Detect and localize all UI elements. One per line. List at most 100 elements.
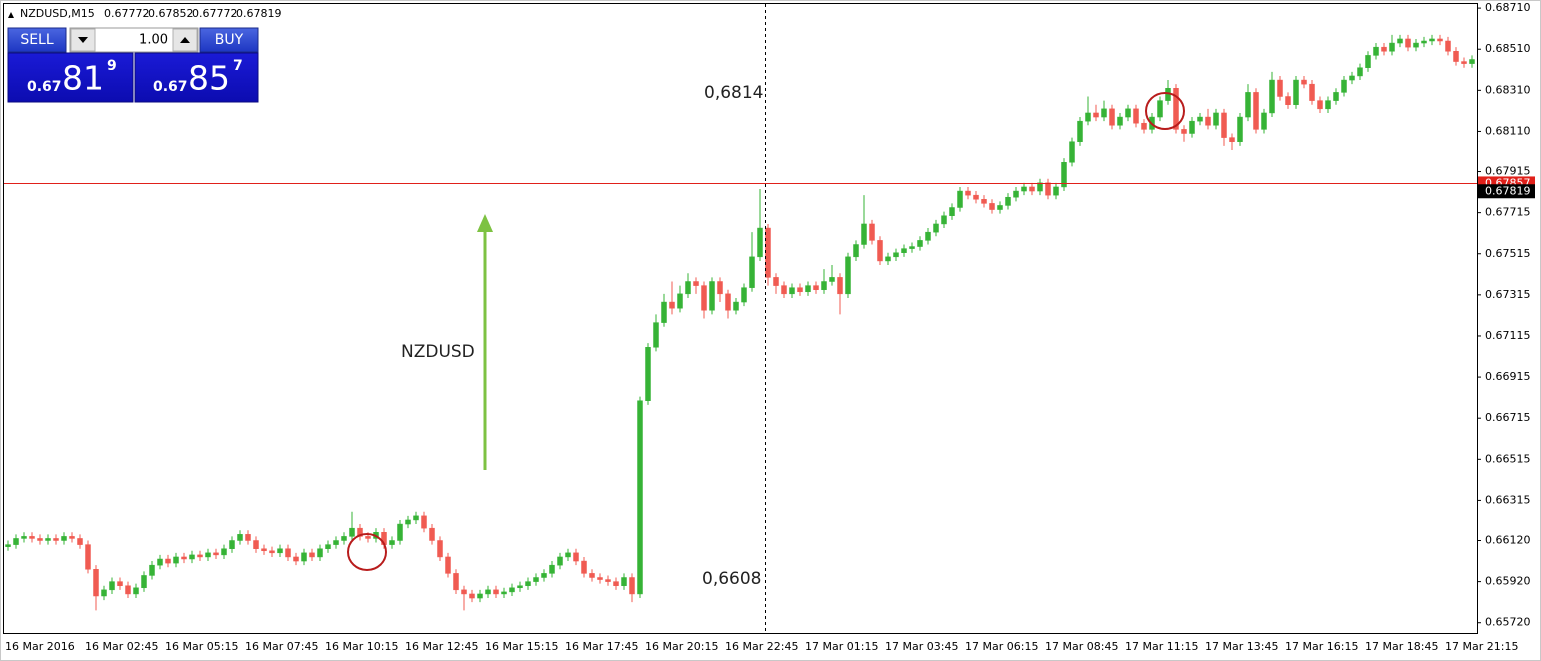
candle-body bbox=[885, 256, 891, 262]
x-tick-label: 16 Mar 17:45 bbox=[565, 640, 638, 653]
candle-body bbox=[597, 577, 603, 580]
candle-body bbox=[733, 301, 739, 311]
candle-body bbox=[989, 203, 995, 210]
y-tick-label: 0.68510 bbox=[1485, 42, 1531, 55]
candle-body bbox=[661, 301, 667, 323]
lot-decrease-icon[interactable] bbox=[78, 37, 88, 43]
candle-body bbox=[237, 534, 243, 541]
candle-body bbox=[1301, 79, 1307, 85]
candle-body bbox=[365, 536, 371, 539]
y-tick-label: 0.68310 bbox=[1485, 83, 1531, 96]
header-open: 0.67772 bbox=[104, 7, 150, 20]
candle-body bbox=[997, 205, 1003, 210]
candle-body bbox=[701, 285, 707, 311]
sell-button[interactable] bbox=[7, 27, 67, 53]
axes: 0.687100.685100.683100.681100.679150.677… bbox=[4, 1, 1535, 653]
candle-body bbox=[949, 207, 955, 216]
buy-price-box[interactable] bbox=[134, 52, 259, 103]
candle-body bbox=[845, 256, 851, 295]
candle-body bbox=[525, 581, 531, 586]
x-tick-label: 17 Mar 01:15 bbox=[805, 640, 878, 653]
candle-body bbox=[717, 281, 723, 295]
candle-body bbox=[1277, 79, 1283, 97]
sell-price-pips[interactable]: 81 bbox=[62, 59, 104, 98]
x-tick-label: 17 Mar 16:15 bbox=[1285, 640, 1358, 653]
buy-button[interactable] bbox=[199, 27, 259, 53]
sell-price-fraction[interactable]: 9 bbox=[107, 58, 117, 74]
candle-body bbox=[453, 573, 459, 591]
candle-body bbox=[501, 591, 507, 595]
candle-body bbox=[469, 593, 475, 599]
candle-body bbox=[901, 248, 907, 253]
candle-body bbox=[693, 281, 699, 286]
candle-body bbox=[821, 281, 827, 290]
y-tick-label: 0.67715 bbox=[1485, 206, 1531, 219]
candle-body bbox=[37, 538, 43, 541]
candle-body bbox=[1221, 112, 1227, 138]
sell-button-label[interactable]: SELL bbox=[20, 32, 54, 48]
candle-body bbox=[77, 538, 83, 545]
candle-body bbox=[117, 581, 123, 586]
resistance-label: 0,6814 bbox=[704, 83, 763, 103]
header-icon bbox=[8, 12, 14, 18]
candle-body bbox=[1045, 182, 1051, 196]
candle-body bbox=[213, 552, 219, 556]
candle-body bbox=[429, 527, 435, 541]
candle-body bbox=[493, 589, 499, 595]
candle-body bbox=[541, 573, 547, 578]
candle-body bbox=[45, 538, 51, 541]
candle-body bbox=[1437, 38, 1443, 42]
candle-body bbox=[1173, 88, 1179, 130]
candle-body bbox=[357, 527, 363, 537]
candle-body bbox=[933, 223, 939, 233]
x-tick-label: 16 Mar 10:15 bbox=[325, 640, 398, 653]
bid-label-box bbox=[1478, 184, 1535, 199]
trade-panel: SELL 1.00 BUY 0.67 81 9 0.67 85 7 bbox=[7, 27, 259, 103]
buy-price-fraction[interactable]: 7 bbox=[233, 58, 243, 74]
candle-body bbox=[1205, 116, 1211, 126]
candle-body bbox=[1285, 96, 1291, 105]
candles bbox=[5, 34, 1475, 611]
candle-body bbox=[797, 287, 803, 293]
candle-body bbox=[437, 540, 443, 558]
header-high: 0.67852 bbox=[148, 7, 194, 20]
sell-price-prefix[interactable]: 0.67 bbox=[27, 79, 62, 95]
candle-body bbox=[813, 285, 819, 290]
candle-body bbox=[741, 287, 747, 303]
y-tick-label: 0.68110 bbox=[1485, 124, 1531, 137]
candle-body bbox=[613, 581, 619, 586]
candle-body bbox=[349, 527, 355, 537]
candle-body bbox=[925, 231, 931, 241]
x-tick-label: 17 Mar 21:15 bbox=[1445, 640, 1518, 653]
candle-body bbox=[93, 569, 99, 597]
candle-body bbox=[221, 548, 227, 556]
x-tick-label: 17 Mar 03:45 bbox=[885, 640, 958, 653]
candle-body bbox=[637, 400, 643, 595]
candle-body bbox=[517, 585, 523, 589]
candle-body bbox=[861, 223, 867, 245]
buy-price-prefix[interactable]: 0.67 bbox=[153, 79, 188, 95]
sell-price-box[interactable] bbox=[7, 52, 134, 103]
candle-body bbox=[789, 287, 795, 295]
plot-frame bbox=[3, 3, 1478, 634]
candle-body bbox=[1053, 186, 1059, 196]
buy-price-pips[interactable]: 85 bbox=[188, 59, 230, 98]
y-tick-label: 0.66120 bbox=[1485, 534, 1531, 547]
candle-body bbox=[909, 246, 915, 249]
lot-value[interactable]: 1.00 bbox=[139, 33, 168, 48]
candle-body bbox=[1309, 83, 1315, 101]
candle-body bbox=[1317, 100, 1323, 110]
candle-body bbox=[1229, 137, 1235, 142]
candle-body bbox=[1005, 196, 1011, 206]
support-label: 0,6608 bbox=[702, 569, 761, 589]
candle-body bbox=[245, 534, 251, 541]
y-tick-label: 0.67315 bbox=[1485, 288, 1531, 301]
x-tick-label: 17 Mar 11:15 bbox=[1125, 640, 1198, 653]
buy-button-label[interactable]: BUY bbox=[215, 32, 244, 48]
candle-body bbox=[253, 540, 259, 549]
lot-increase-icon[interactable] bbox=[180, 37, 190, 43]
candle-body bbox=[1429, 38, 1435, 42]
candle-body bbox=[229, 540, 235, 549]
candle-body bbox=[893, 252, 899, 258]
candle-body bbox=[1037, 182, 1043, 192]
